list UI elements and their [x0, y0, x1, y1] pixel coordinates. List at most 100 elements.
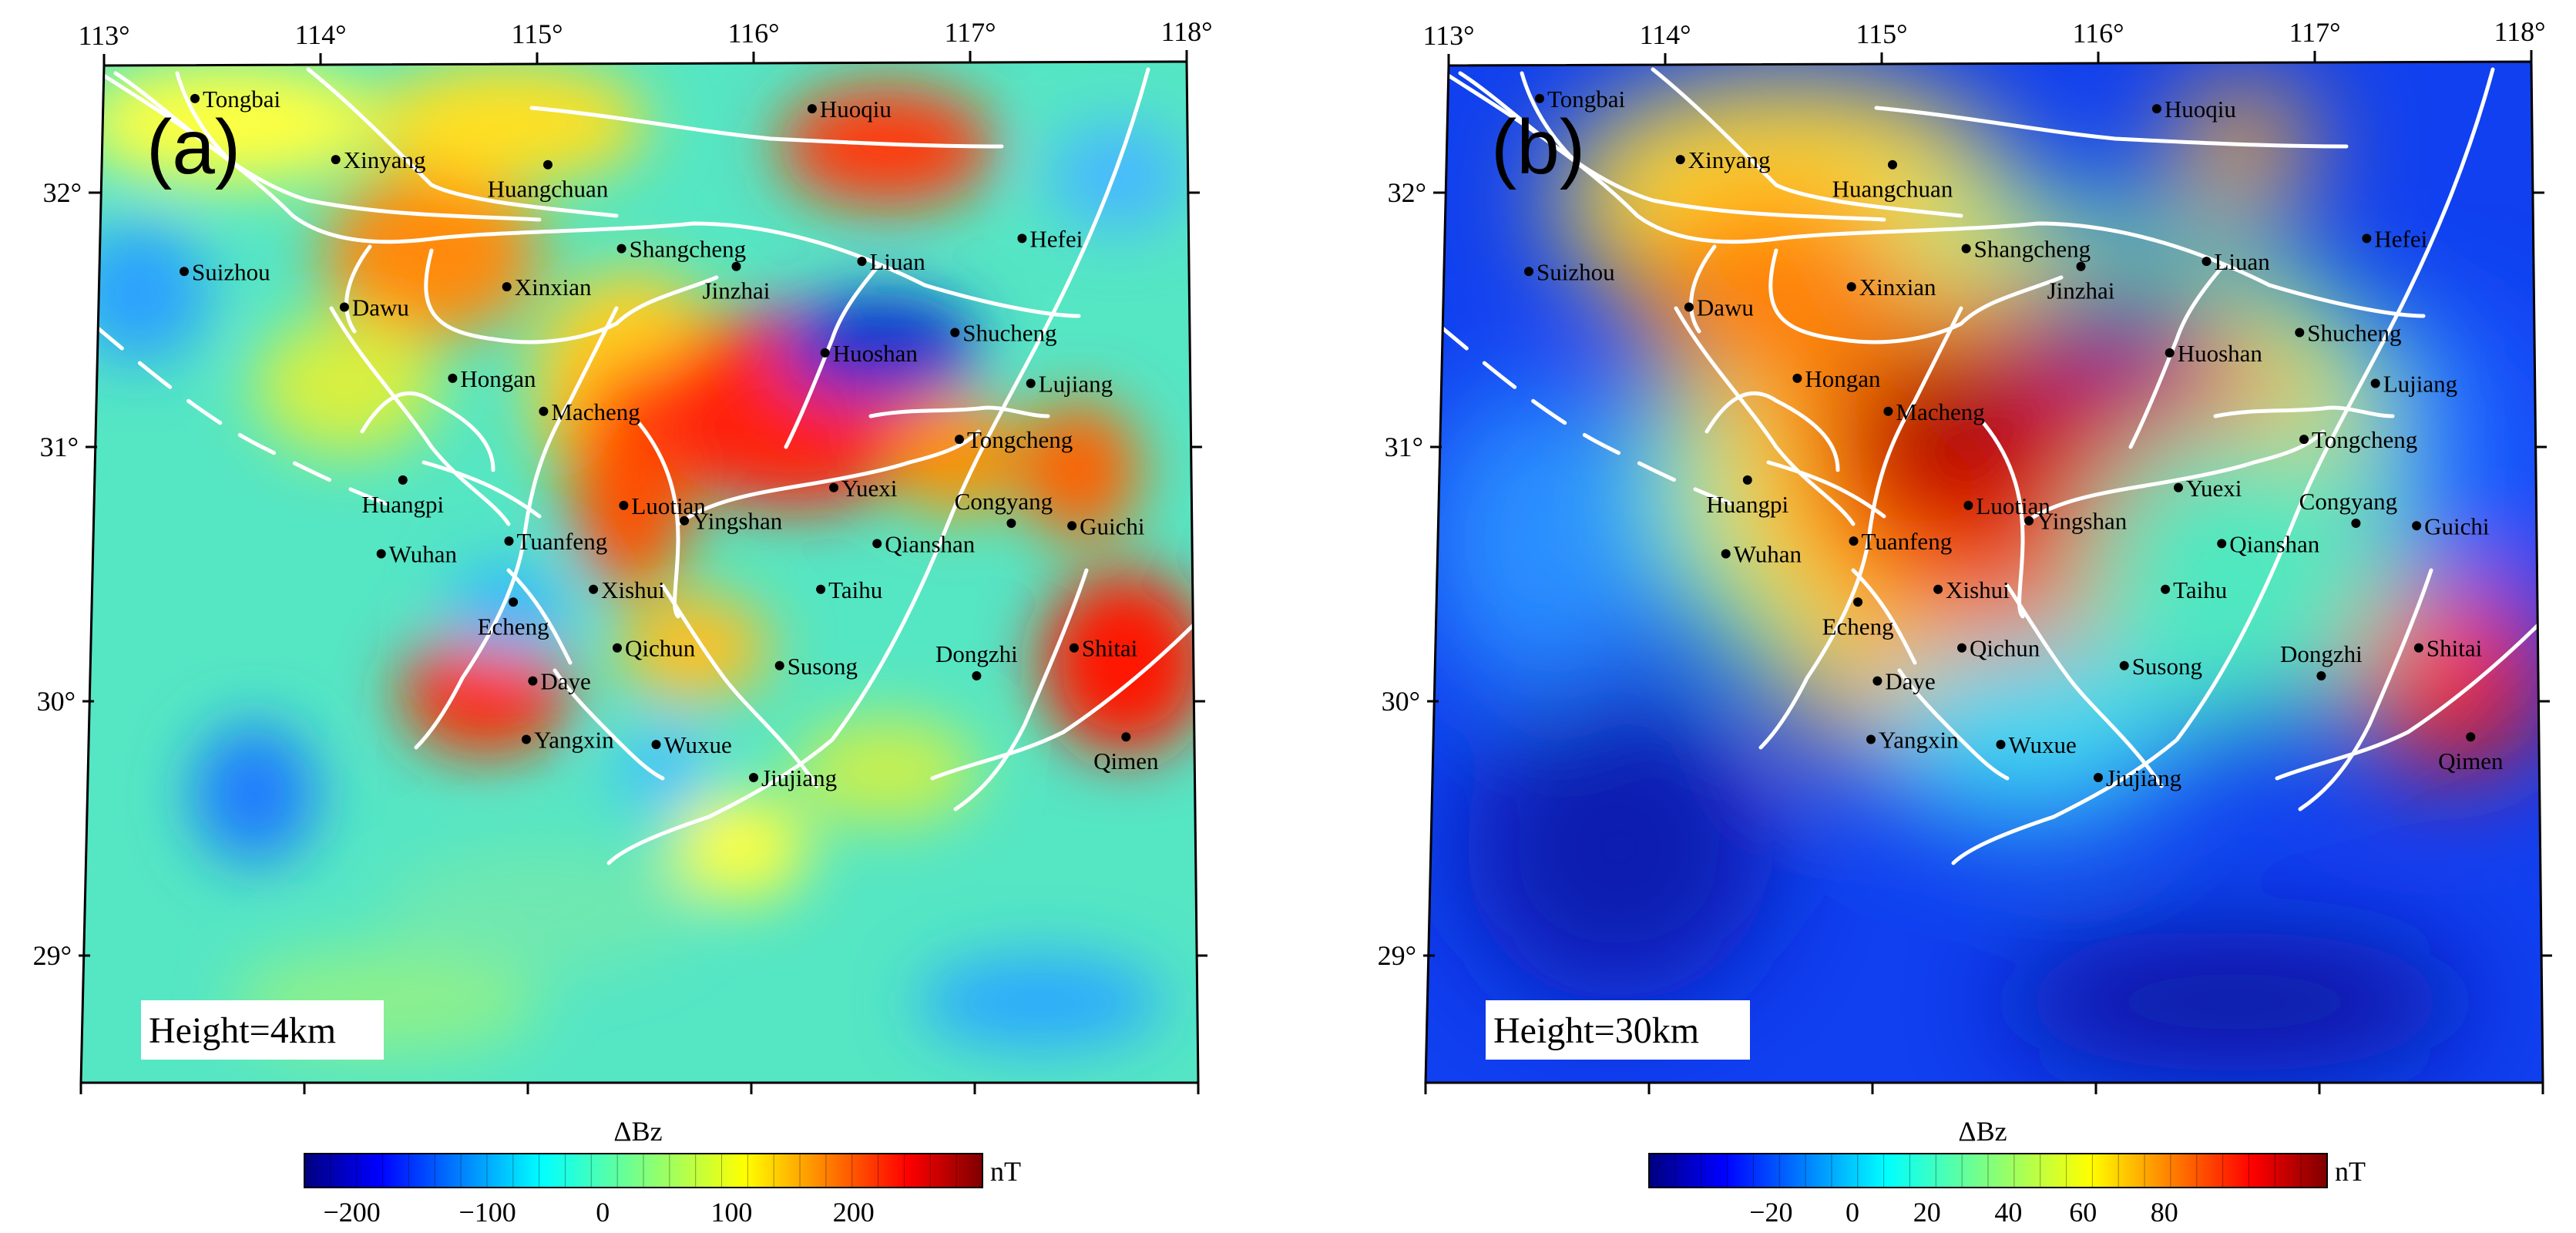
city-dot — [2119, 660, 2129, 670]
colorbar-tick-label: 80 — [2151, 1197, 2178, 1228]
city-label: Echeng — [478, 613, 549, 640]
city-dot — [619, 500, 629, 510]
city-label: Shangcheng — [630, 236, 747, 263]
colorbar-title: ΔBz — [613, 1116, 662, 1147]
city-dot — [2362, 233, 2372, 244]
city-dot — [651, 740, 661, 750]
city-dot — [539, 406, 549, 416]
colorbar-tick-label: 0 — [1846, 1197, 1859, 1228]
city-label: Shucheng — [962, 320, 1056, 347]
city-dot — [1721, 549, 1731, 559]
city-dot — [680, 516, 690, 526]
lat-tick-label: 30° — [1382, 686, 1420, 717]
city-dot — [190, 93, 200, 103]
city-dot — [1069, 643, 1079, 653]
fault-lines-b — [1435, 67, 2543, 865]
city-dot — [872, 539, 882, 549]
city-dot — [2094, 773, 2103, 782]
colorbar-tick-label: 0 — [596, 1197, 610, 1228]
city-dot — [1026, 378, 1036, 388]
city-dot — [820, 348, 830, 358]
city-label: Qimen — [2438, 748, 2504, 774]
lon-tick-label: 118° — [1160, 16, 1212, 47]
city-label: Daye — [540, 668, 590, 695]
panel-b: 113° 114° 115° 116° 117° 118° 32° 31° 30… — [1378, 16, 2552, 1228]
city-dot — [509, 597, 519, 607]
city-label: Tongcheng — [967, 426, 1073, 453]
city-dot — [543, 160, 552, 170]
city-label: Yangxin — [1879, 727, 1959, 754]
city-label: Dawu — [1697, 294, 1754, 321]
city-dot — [1888, 160, 1897, 170]
city-label: Lujiang — [1039, 371, 1113, 398]
city-dot — [774, 660, 784, 670]
city-dot — [1883, 406, 1893, 416]
city-label: Dongzhi — [935, 640, 1018, 667]
lon-tick-label: 113° — [78, 20, 129, 51]
city-dot — [2161, 584, 2171, 594]
city-label: Liuan — [2215, 248, 2271, 275]
lat-tick-label: 30° — [37, 686, 76, 717]
city-markers-a: Tongbai Xinyang Huangchuan Huoqiu Suizhou Daw… — [180, 86, 1159, 791]
lat-tick-label: 32° — [1388, 177, 1426, 208]
city-dot — [1872, 676, 1882, 686]
city-label: Luotian — [631, 492, 706, 519]
city-dot — [1017, 233, 1027, 244]
anomaly-field-a — [81, 62, 1198, 1083]
city-dot — [857, 257, 867, 267]
city-dot — [504, 536, 514, 546]
city-label: Tongbai — [203, 86, 281, 113]
city-dot — [2076, 261, 2086, 271]
city-label: Suizhou — [1537, 258, 1615, 285]
city-dot — [2299, 435, 2309, 445]
lon-tick-label: 117° — [2289, 17, 2340, 48]
city-label: Xinxian — [1859, 274, 1936, 301]
city-label: Tuanfeng — [517, 528, 608, 555]
colorbar-tick-label: −20 — [1749, 1197, 1792, 1228]
city-label: Yingshan — [692, 508, 783, 535]
city-label: Huoqiu — [2165, 96, 2236, 123]
city-label: Dawu — [352, 294, 409, 321]
city-dot — [816, 584, 826, 594]
city-dot — [2165, 348, 2175, 358]
city-dot — [972, 671, 982, 680]
city-label: Lujiang — [2383, 371, 2457, 398]
city-dot — [1524, 267, 1533, 277]
city-label: Qianshan — [885, 530, 976, 557]
city-dot — [749, 773, 758, 782]
city-label: Taihu — [828, 576, 882, 603]
lat-tick-label: 32° — [43, 177, 82, 208]
colorbar-unit: nT — [2335, 1156, 2366, 1187]
lon-tick-label: 116° — [727, 18, 779, 49]
city-dot — [1957, 643, 1966, 653]
colorbar-tick-label: −200 — [323, 1197, 380, 1228]
city-label: Qichun — [1970, 635, 2040, 662]
lon-tick-label: 117° — [944, 17, 996, 48]
city-label: Huangchuan — [488, 176, 609, 203]
city-dot — [2217, 539, 2227, 549]
city-label: Dongzhi — [2280, 640, 2363, 667]
city-label: Tuanfeng — [1862, 528, 1953, 555]
city-dot — [1996, 740, 2006, 750]
city-dot — [1535, 93, 1544, 103]
city-label: Guichi — [2424, 512, 2490, 539]
city-label: Jinzhai — [2047, 277, 2115, 304]
panel-a: 113° 114° 115° 116° 117° 118° 32° 31° 30… — [33, 16, 1213, 1228]
city-label: Jinzhai — [703, 277, 771, 304]
colorbar-gradient — [1648, 1153, 2328, 1188]
city-label: Hongan — [460, 365, 536, 392]
city-label: Tongcheng — [2312, 426, 2417, 453]
height-label-box: Height=30km — [1486, 1000, 1750, 1060]
city-dot — [616, 244, 626, 254]
height-label: Height=4km — [149, 1010, 336, 1051]
city-label: Huangpi — [361, 491, 444, 518]
panel-label: (a) — [146, 104, 240, 190]
city-dot — [1742, 475, 1752, 485]
city-label: Macheng — [1896, 398, 1984, 425]
city-dot — [2466, 732, 2476, 742]
city-label: Hongan — [1805, 365, 1881, 392]
colorbar-tick-label: 100 — [710, 1197, 752, 1228]
colorbar-tick-label: 40 — [1994, 1197, 2022, 1228]
city-dot — [2412, 521, 2422, 531]
